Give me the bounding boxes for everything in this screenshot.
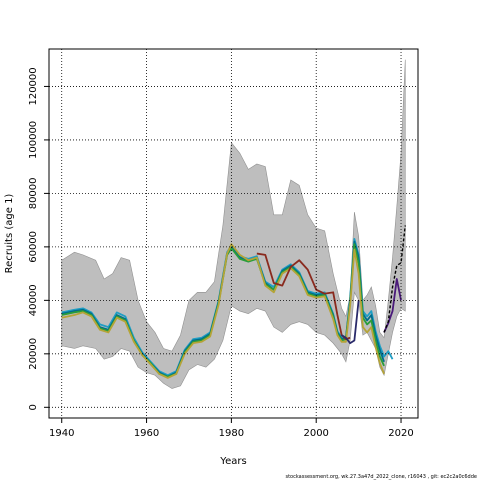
x-tick-label: 1940 xyxy=(49,428,74,439)
x-tick-label: 2020 xyxy=(388,428,413,439)
y-axis-title: Recruits (age 1) xyxy=(4,194,15,274)
plot-frame xyxy=(48,48,419,419)
y-tick-label: 20000 xyxy=(28,338,39,370)
series-line-4 xyxy=(61,243,385,379)
series-line-5 xyxy=(256,252,351,341)
x-tick-label: 1960 xyxy=(134,428,159,439)
x-tick-label: 2000 xyxy=(303,428,328,439)
y-tick-label: 40000 xyxy=(28,284,39,316)
x-tick-label: 1980 xyxy=(219,428,244,439)
footer-text: stockassessment.org, wk.27.3a47d_2022_cl… xyxy=(285,474,477,480)
y-tick-label: 100000 xyxy=(28,121,39,159)
y-tick-label: 80000 xyxy=(28,177,39,209)
x-axis-title: Years xyxy=(219,456,246,467)
series-line-8 xyxy=(383,225,406,333)
y-tick-label: 120000 xyxy=(28,67,39,105)
y-tick-label: 0 xyxy=(28,404,39,410)
y-tick-label: 60000 xyxy=(28,231,39,263)
series-line-6 xyxy=(341,300,360,345)
confidence-band xyxy=(61,59,406,389)
axes: 1940 1960 1980 2000 2020 0 20000 40000 60000 8000… xyxy=(28,67,414,439)
plot-content xyxy=(61,59,406,389)
